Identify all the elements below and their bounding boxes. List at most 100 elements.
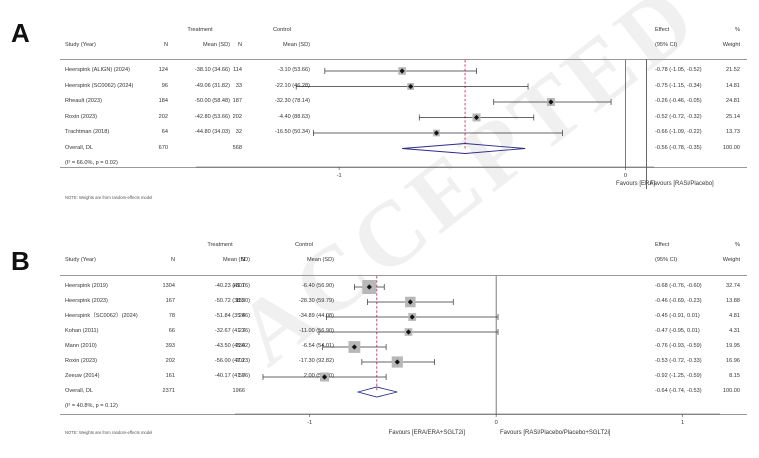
point-estimate [405,329,412,335]
panel-a-letter: A [11,18,30,48]
treatment-mean-sd: -40.23 (41.76) [214,283,250,289]
control-n: 32 [235,129,242,135]
treatment-mean-sd: -32.67 (41.76) [214,328,250,334]
treatment-n: 184 [158,98,168,104]
overall-control-n: 1966 [232,388,245,394]
control-mean-sd: -3.10 (53.66) [277,67,310,73]
treatment-mean-sd: -49.06 (31.82) [194,82,230,89]
study-name: Rheault (2023) [65,98,103,104]
treatment-n: 96 [161,82,168,89]
weight-value: 21.52 [726,67,740,73]
overall-weight: 100.00 [722,388,740,394]
effect-ci: -0.45 (-0.91, 0.01) [655,313,700,319]
treatment-mean-sd: -50.72 (38.50) [214,298,250,304]
effect-header-top: Effect [655,27,670,33]
overall-effect-ci: -0.64 (-0.74, -0.53) [655,388,702,394]
weight-value: 16.96 [726,358,740,364]
control-group-label: Control [272,27,292,33]
point-estimate [548,99,554,105]
treatment-n: 393 [165,343,175,349]
effect-ci-header: (95% CI) [655,257,678,263]
study-header: Study (Year) [65,257,96,263]
treatment-n: 161 [165,373,175,379]
panel-a-note: NOTE: Weights are from random-effects mo… [65,195,153,200]
x-tick-label: -1 [337,173,342,179]
effect-ci-header: (95% CI) [655,42,678,48]
treatment-n: 64 [161,129,168,135]
mean-treatment-header: Mean (SD) [222,257,250,263]
effect-ci: -0.68 (-0.76, -0.60) [655,283,702,289]
treatment-n: 202 [165,358,175,364]
overall-weight: 100.00 [722,144,740,151]
control-mean-sd: -22.10 (46.28) [274,82,310,89]
control-mean-sd: 2.00 (56.90) [303,373,334,379]
n-control-header: N [237,42,242,48]
x-tick-label: 0 [624,173,627,179]
point-estimate [408,83,414,90]
heterogeneity-stat: (I² = 40.8%, p = 0.12) [65,403,118,409]
study-name: Heerspink (2019) [65,283,108,289]
treatment-n: 66 [168,328,175,334]
panel-a-favours-left: Favours [ERA] [615,181,655,187]
weight-value: 24.81 [726,98,740,104]
control-n: 202 [232,113,242,120]
treatment-mean-sd: -51.84 (35.86) [214,313,250,319]
study-name: Roxin (2023) [65,113,98,120]
overall-label: Overall, DL [65,388,93,394]
mean-treatment-header: Mean (SD) [202,42,230,48]
effect-ci: -0.26 (-0.46, -0.05) [655,98,702,104]
control-n: 132 [235,298,245,304]
study-name: Heerspink (ALIGN) (2024) [65,67,130,73]
mean-control-header: Mean (SD) [282,42,310,48]
study-header: Study (Year) [65,42,96,48]
panel-a-header-rule [60,59,747,60]
weight-value: 19.95 [726,343,740,349]
effect-ci: -0.78 (-1.05, -0.52) [655,67,702,73]
n-treatment-header: N [163,42,168,48]
weight-header-top: % [735,27,740,33]
heterogeneity-stat: (I² = 66.0%, p = 0.02) [65,160,118,166]
study-name: Roxin (2023) [65,358,98,364]
effect-ci: -0.52 (-0.72, -0.32) [655,113,702,120]
treatment-n: 78 [168,313,175,319]
treatment-n: 124 [158,67,168,73]
overall-diamond [402,143,526,154]
weight-value: 32.74 [726,283,740,289]
control-mean-sd: -6.40 (56.90) [301,283,334,289]
treatment-mean-sd: -56.00 (47.13) [214,358,250,364]
point-estimate [394,359,400,365]
control-n: 202 [235,358,245,364]
overall-diamond [356,386,398,398]
effect-ci: -0.92 (-1.25, -0.59) [655,373,702,379]
x-tick-label: 0 [495,420,498,426]
control-n: 114 [233,67,242,73]
control-n: 50 [238,373,245,379]
panel-b-favours-left: Favours [ERA/ERA+SGLT2i] [388,430,465,436]
control-n: 187 [232,98,242,104]
study-name: Heerspink (2023) [65,298,108,304]
control-group-label: Control [294,242,314,248]
weight-value: 8.15 [729,373,740,379]
point-estimate [473,114,480,121]
study-name: Trachtman (2018) [65,129,110,135]
weight-value: 25.14 [726,113,740,120]
effect-header-top: Effect [655,242,670,248]
control-mean-sd: -34.89 (44.08) [298,313,334,319]
control-mean-sd: -16.50 (50.34) [274,129,310,135]
point-estimate [409,314,415,320]
study-name: Kohan (2011) [65,328,99,334]
control-n: 33 [235,82,242,89]
point-estimate [407,299,413,305]
point-estimate [433,130,440,136]
panel-a-favours-right: Favours [RASi/Placebo] [650,181,714,187]
effect-ci: -0.53 (-0.72, -0.33) [655,358,702,364]
panel-b-bottom-rule [60,414,747,415]
treatment-mean-sd: -42.80 (53.66) [194,113,230,120]
point-estimate [366,284,372,290]
overall-control-n: 568 [232,144,242,151]
effect-ci: -0.76 (-0.93, -0.59) [655,343,702,349]
panel-a-bottom-rule [60,167,747,168]
control-mean-sd: -4.40 (88.63) [277,113,310,120]
control-n: 24 [238,313,245,319]
effect-ci: -0.47 (-0.95, 0.01) [655,328,700,334]
